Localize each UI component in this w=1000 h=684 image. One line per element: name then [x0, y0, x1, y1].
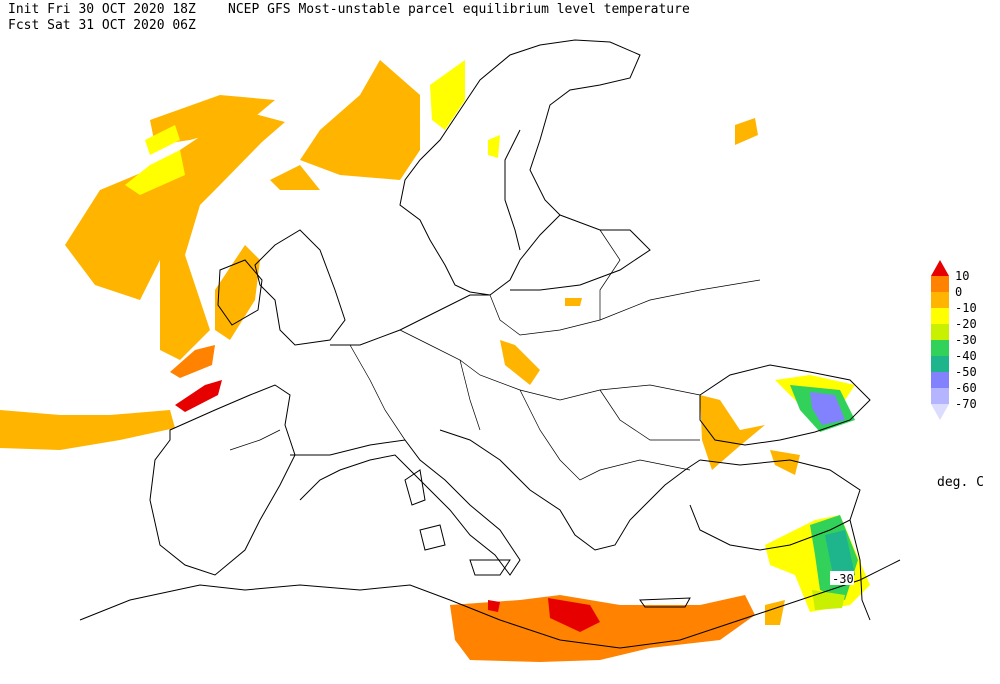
- legend-unit: deg. C: [937, 475, 984, 490]
- legend-label: -50: [955, 365, 977, 379]
- legend-label: 10: [955, 269, 969, 283]
- legend-label: 0: [955, 285, 962, 299]
- legend-swatch: [931, 308, 949, 324]
- borders: [229, 229, 761, 481]
- legend-swatch: [931, 276, 949, 292]
- legend: 10 0 -10 -20 -30 -40 -50 -60 -70: [931, 260, 977, 420]
- coastlines: [79, 39, 901, 649]
- contour-label: -30: [832, 572, 854, 586]
- legend-label: -10: [955, 301, 977, 315]
- legend-label: -20: [955, 317, 977, 331]
- legend-swatch: [931, 324, 949, 340]
- chart-title: NCEP GFS Most-unstable parcel equilibriu…: [228, 2, 690, 17]
- legend-label: -70: [955, 397, 977, 411]
- legend-label: -40: [955, 349, 977, 363]
- legend-swatch: [931, 292, 949, 308]
- init-time: Init Fri 30 OCT 2020 18Z: [8, 2, 196, 17]
- legend-arrow: [931, 260, 949, 276]
- legend-label: -60: [955, 381, 977, 395]
- legend-arrow: [931, 404, 949, 420]
- forecast-time: Fcst Sat 31 OCT 2020 06Z: [8, 18, 196, 33]
- contour-label-bg: [830, 571, 854, 585]
- legend-swatch: [931, 388, 949, 404]
- legend-swatch: [931, 372, 949, 388]
- legend-swatch: [931, 340, 949, 356]
- legend-label: -30: [955, 333, 977, 347]
- legend-swatch: [931, 356, 949, 372]
